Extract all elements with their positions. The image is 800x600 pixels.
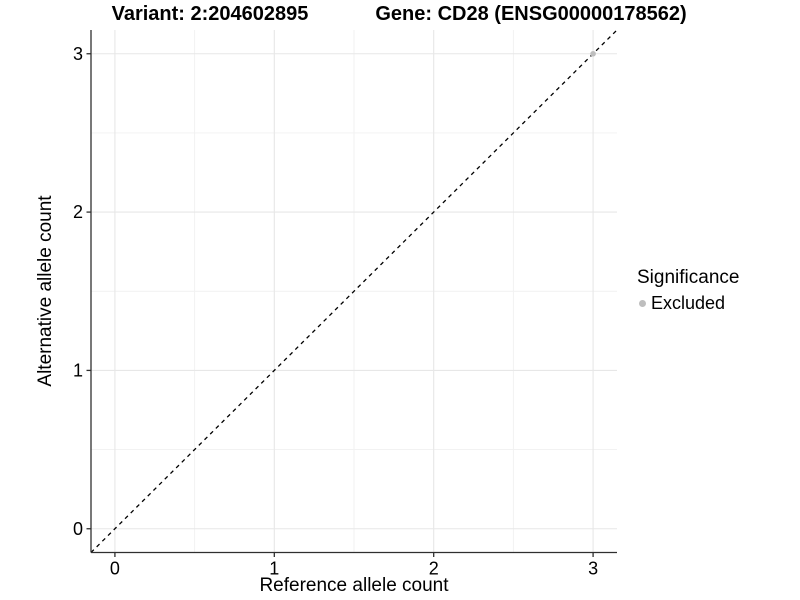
identity-line [90,29,618,553]
plot-title-gene: Gene: CD28 (ENSG00000178562) [375,3,687,25]
y-tick-label: 3 [73,44,83,64]
x-tick-label: 2 [429,559,439,579]
plot-title-variant: Variant: 2:204602895 [111,3,309,25]
y-tick-label: 0 [73,519,83,539]
y-axis-title: Alternative allele count [35,195,56,387]
legend-title: Significance [637,267,740,288]
legend-entry-excluded: Excluded [637,293,739,314]
legend: Significance Excluded [637,267,739,314]
x-tick-label: 3 [588,559,598,579]
data-point-excluded [590,50,596,57]
x-axis-title: Reference allele count [259,575,449,596]
legend-key-dot-icon [639,299,646,307]
x-tick-label: 0 [110,559,120,579]
y-tick-label: 2 [73,202,83,222]
x-tick-label: 1 [269,559,279,579]
y-tick-label: 1 [73,360,83,380]
legend-entry-label: Excluded [651,292,726,313]
